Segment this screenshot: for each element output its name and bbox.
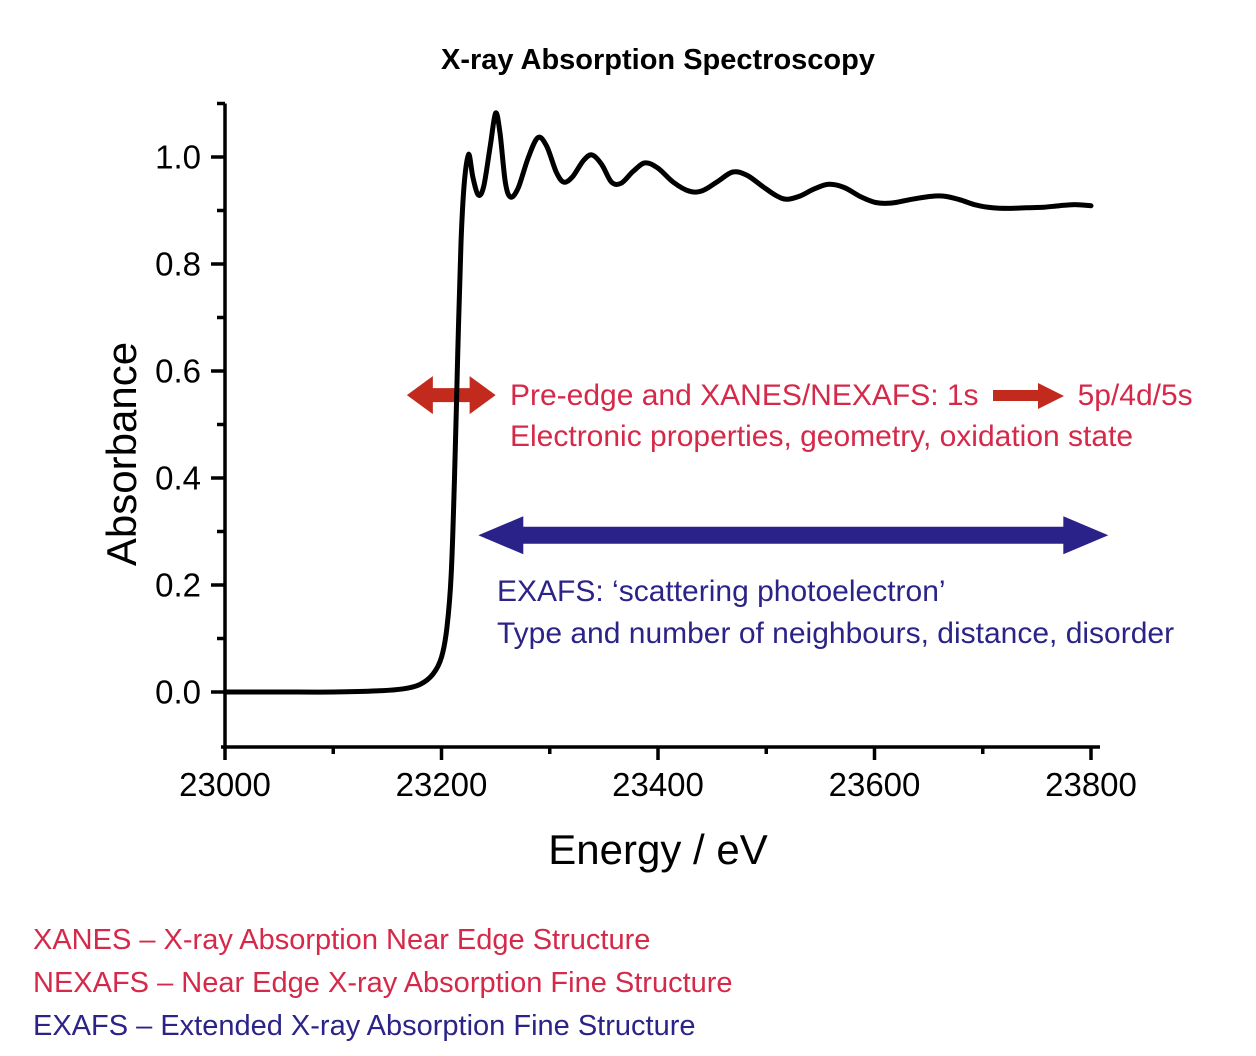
x-tick-label: 23800 [1045,766,1137,803]
exafs-range-arrow [478,516,1109,555]
right-arrow-icon [992,382,1064,409]
xanes-annotation-line2: Electronic properties, geometry, oxidati… [510,420,1134,453]
right-arrow-head [1037,382,1064,409]
y-tick-label: 0.2 [155,567,201,604]
y-tick-label: 0.8 [155,246,201,283]
exafs-annotation: EXAFS: ‘scattering photoelectron’ Type a… [497,571,1174,655]
y-tick-label: 0.6 [155,353,201,390]
chart-title: X-ray Absorption Spectroscopy [440,44,875,76]
exafs-annotation-line1: EXAFS: ‘scattering photoelectron’ [497,575,946,608]
x-tick-label: 23600 [829,766,921,803]
y-tick-label: 0.0 [155,674,201,711]
acronym-legend: XANES – X-ray Absorption Near Edge Struc… [33,919,733,1048]
exafs-annotation-line2: Type and number of neighbours, distance,… [497,617,1175,650]
spectrum-curve [222,110,1094,695]
xanes-line1-suffix: 5p/4d/5s [1077,379,1193,412]
xanes-annotation-line1: Pre-edge and XANES/NEXAFS: 1s 5p/4d/5s [510,375,1193,416]
legend-line-xanes: XANES – X-ray Absorption Near Edge Struc… [33,924,651,956]
y-tick-label: 0.4 [155,460,201,497]
y-axis-title: Absorbance [98,341,145,567]
xanes-range-arrow [406,376,496,415]
x-tick-label: 23200 [396,766,488,803]
legend-line-exafs: EXAFS – Extended X-ray Absorption Fine S… [33,1010,696,1042]
xanes-line1-prefix: Pre-edge and XANES/NEXAFS: 1s [510,379,979,412]
y-tick-label: 1.0 [155,139,201,176]
x-axis-title: Energy / eV [548,826,768,873]
right-arrow-shaft [992,390,1038,401]
xanes-annotation: Pre-edge and XANES/NEXAFS: 1s 5p/4d/5s E… [510,375,1193,457]
x-tick-label: 23000 [179,766,271,803]
x-tick-label: 23400 [612,766,704,803]
legend-line-nexafs: NEXAFS – Near Edge X-ray Absorption Fine… [33,967,733,999]
